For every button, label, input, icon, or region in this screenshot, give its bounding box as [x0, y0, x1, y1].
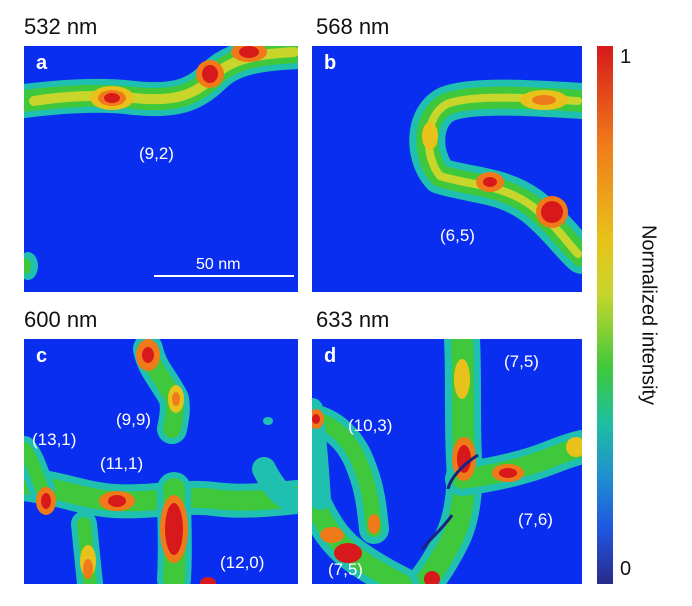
colorbar-title: Normalized intensity: [637, 224, 660, 406]
panel-letter-d: d: [324, 345, 337, 367]
wavelength-label-d: 633 nm: [316, 307, 390, 332]
colorbar-max-label: 1: [620, 46, 632, 68]
intensity-map-d: [312, 339, 582, 584]
scale-bar-label: 50 nm: [196, 256, 241, 273]
chirality-label: (7,5): [504, 352, 539, 371]
wavelength-label-a: 532 nm: [24, 14, 98, 39]
chirality-label: (9,9): [116, 410, 151, 429]
image-panel-b: b (6,5): [312, 46, 582, 292]
panel-letter-b: b: [324, 52, 337, 74]
chirality-label: (9,2): [139, 144, 174, 163]
wavelength-label-c: 600 nm: [24, 307, 98, 332]
intensity-map-c: [24, 339, 298, 584]
chirality-label: (12,0): [220, 553, 265, 572]
panel-letter-c: c: [36, 345, 48, 367]
chirality-label: (11,1): [100, 454, 144, 473]
colorbar-min-label: 0: [620, 558, 632, 580]
chirality-label: (13,1): [32, 430, 77, 449]
wavelength-label-b: 568 nm: [316, 14, 390, 39]
chirality-label: (10,3): [348, 416, 393, 435]
chirality-label: (7,6): [518, 510, 553, 529]
image-panel-d: d (7,5) (10,3) (7,6) (7,5): [312, 339, 582, 584]
image-panel-a: a (9,2) 50 nm: [24, 46, 298, 292]
chirality-label: (6,5): [440, 226, 475, 245]
intensity-map-a: [24, 46, 298, 280]
image-panel-c: c (9,9) (13,1) (11,1) (12,0): [24, 339, 298, 584]
intensity-map-b: [409, 79, 582, 274]
panel-letter-a: a: [36, 52, 48, 74]
scale-bar: [154, 275, 294, 277]
colorbar: [597, 46, 613, 584]
chirality-label: (7,5): [328, 560, 363, 579]
